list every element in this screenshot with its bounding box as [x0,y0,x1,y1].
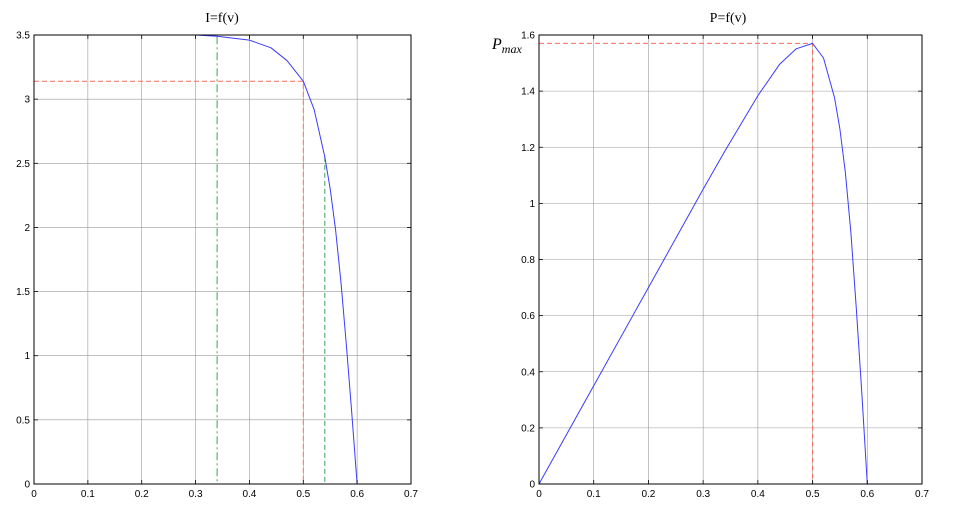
series-line [538,42,868,485]
y-tick-label: 0.6 [521,311,535,322]
pmax-annotation-main: P [491,36,502,53]
y-tick-label: 1.6 [521,31,535,42]
current-voltage-chart: I=f(v) 0 0.1 0.2 0.3 0.4 0.5 0.6 0.7 0 0.5 1 1.5 2 2.… [16,11,418,500]
chart-title: I=f(v) [205,11,239,26]
y-tick-label: 0.4 [521,367,535,378]
pmax-annotation: Pmax [491,36,522,56]
x-tick-label: 0.4 [242,489,256,500]
x-tick-label: 0.6 [350,489,364,500]
x-tick-label: 0 [31,489,37,500]
pmax-annotation-subscript: max [502,42,523,56]
x-tick-label: 0.2 [135,489,149,500]
y-tick-label: 2.5 [16,159,30,170]
x-tick-label: 0.7 [404,489,418,500]
y-tick-label: 0.2 [521,423,535,434]
reference-line [539,42,814,484]
y-tick-label: 1.2 [521,143,535,154]
x-tick-label: 0.3 [696,489,710,500]
x-tick-label: 0.6 [860,489,874,500]
y-tick-label: 0.5 [16,415,30,426]
chart-title: P=f(v) [710,11,747,26]
x-tick-label: 0 [536,489,542,500]
x-tick-label: 0.1 [81,489,95,500]
x-tick-label: 0.5 [296,489,310,500]
x-tick-label: 0.4 [751,489,765,500]
y-tick-label: 3 [24,95,30,106]
x-tick-label: 0.1 [587,489,601,500]
y-tick-label: 2 [24,223,30,234]
x-tick-label: 0.3 [189,489,203,500]
y-tick-label: 1.5 [16,287,30,298]
x-tick-label: 0.2 [641,489,655,500]
x-tick-label: 0.7 [915,489,929,500]
y-tick-label: 1.4 [521,87,535,98]
power-voltage-chart: P=f(v) 0 0.1 0.2 0.3 0.4 0.5 0.6 0.7 0 0.2 0.4 0.6 0… [491,11,929,500]
y-tick-label: 0 [529,480,535,491]
y-tick-label: 1 [529,199,535,210]
plot-area-frame [33,34,412,485]
y-tick-label: 0 [24,480,30,491]
y-tick-label: 0.8 [521,255,535,266]
y-tick-label: 1 [24,351,30,362]
y-tick-label: 3.5 [16,31,30,42]
x-tick-label: 0.5 [806,489,820,500]
reference-line [34,80,304,484]
